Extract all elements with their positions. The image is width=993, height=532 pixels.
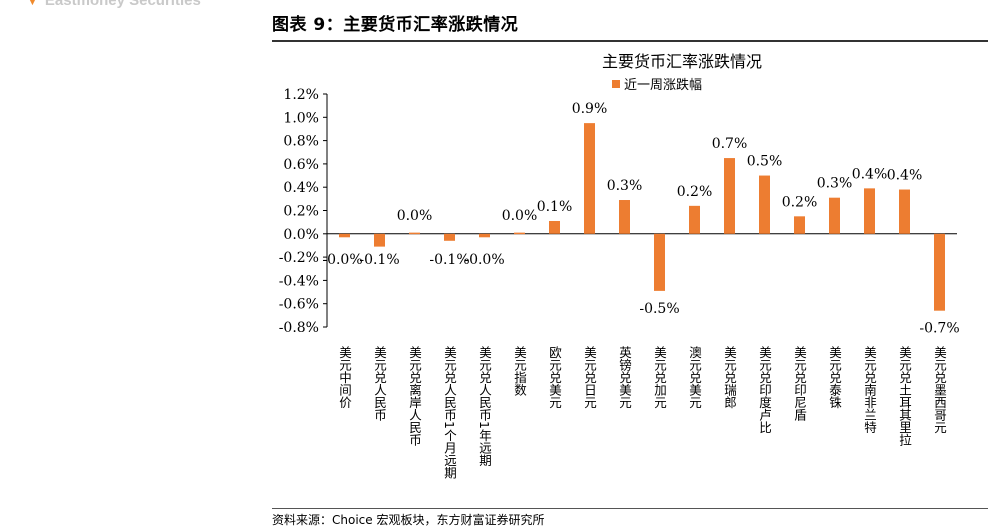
bar bbox=[444, 233, 455, 241]
bar bbox=[514, 232, 525, 235]
category-label: 欧元兑美元 bbox=[547, 346, 562, 409]
bar bbox=[619, 200, 630, 234]
data-label: -0.7% bbox=[919, 321, 959, 337]
brand-name: Eastmoney Securities bbox=[44, 0, 201, 9]
category-label: 美元兑墨西哥元 bbox=[932, 346, 947, 434]
bar bbox=[759, 175, 770, 234]
y-tick-label: 0.6% bbox=[283, 157, 319, 173]
y-tick-label: -0.6% bbox=[279, 297, 319, 313]
bar bbox=[899, 189, 910, 234]
data-label: -0.0% bbox=[464, 252, 504, 268]
title-rule bbox=[272, 40, 988, 42]
category-label: 美元兑人民币1个月远期 bbox=[442, 346, 457, 479]
data-label: 0.2% bbox=[677, 184, 713, 200]
bar bbox=[479, 233, 490, 238]
category-label: 美元指数 bbox=[512, 346, 527, 397]
bar bbox=[409, 232, 420, 235]
bar bbox=[689, 205, 700, 234]
y-tick-label: -0.8% bbox=[279, 320, 319, 336]
category-label: 美元兑日元 bbox=[582, 346, 597, 409]
y-tick-label: 0.0% bbox=[283, 227, 319, 243]
brand-triangle-icon: ▼ bbox=[28, 0, 37, 7]
data-label: -0.0% bbox=[322, 252, 362, 268]
category-label: 澳元兑美元 bbox=[687, 346, 702, 409]
y-tick-label: -0.2% bbox=[279, 250, 319, 266]
legend-swatch bbox=[612, 80, 620, 88]
bar bbox=[374, 233, 385, 247]
legend-label: 近一周涨跌幅 bbox=[624, 77, 702, 93]
y-tick-label: 1.2% bbox=[283, 87, 319, 103]
footer-rule bbox=[272, 508, 988, 509]
data-label: 0.1% bbox=[537, 199, 573, 215]
data-label: -0.5% bbox=[639, 301, 679, 317]
category-label: 美元兑印尼盾 bbox=[792, 346, 807, 422]
category-label: 美元兑瑞郎 bbox=[722, 346, 737, 409]
y-tick-label: 0.8% bbox=[283, 134, 319, 150]
data-label: 0.3% bbox=[817, 176, 853, 192]
category-label: 美元兑印度卢比 bbox=[757, 346, 772, 434]
chart-title: 主要货币汇率涨跌情况 bbox=[602, 52, 762, 71]
data-label: 0.4% bbox=[887, 168, 923, 184]
data-label: 0.9% bbox=[572, 101, 608, 117]
data-label: 0.0% bbox=[502, 208, 538, 224]
bar bbox=[934, 233, 945, 311]
data-label: 0.3% bbox=[607, 178, 643, 194]
bar bbox=[864, 188, 875, 234]
bar bbox=[584, 123, 595, 234]
data-label: 0.0% bbox=[397, 208, 433, 224]
data-label: 0.5% bbox=[747, 154, 783, 170]
category-label: 美元兑人民币 bbox=[372, 346, 387, 421]
data-label: -0.1% bbox=[359, 252, 399, 268]
bar bbox=[549, 220, 560, 234]
source-note: 资料来源：Choice 宏观板块，东方财富证券研究所 bbox=[272, 513, 545, 527]
category-label: 美元兑土耳其里拉 bbox=[897, 346, 912, 447]
bar bbox=[794, 216, 805, 234]
category-label: 美元兑泰铢 bbox=[827, 346, 842, 409]
brand-logo-text: ▼ Eastmoney Securities bbox=[28, 0, 201, 9]
category-label: 美元兑加元 bbox=[652, 346, 667, 409]
data-label: 0.2% bbox=[782, 194, 818, 210]
y-tick-label: -0.4% bbox=[279, 273, 319, 289]
bar bbox=[339, 233, 350, 238]
y-tick-label: 0.4% bbox=[283, 180, 319, 196]
bar bbox=[724, 158, 735, 234]
bar bbox=[654, 233, 665, 291]
category-label: 美元兑南非兰特 bbox=[862, 346, 877, 434]
category-label: 美元中间价 bbox=[337, 346, 352, 409]
figure-title: 图表 9：主要货币汇率涨跌情况 bbox=[272, 15, 519, 35]
category-label: 美元兑人民币1年远期 bbox=[477, 346, 492, 467]
data-label: 0.7% bbox=[712, 136, 748, 152]
y-tick-label: 1.0% bbox=[283, 110, 319, 126]
data-label: -0.1% bbox=[429, 252, 469, 268]
category-label: 美元兑离岸人民币 bbox=[407, 346, 422, 446]
bar bbox=[829, 197, 840, 234]
data-label: 0.4% bbox=[852, 166, 888, 182]
category-label: 英镑兑美元 bbox=[617, 346, 632, 409]
y-tick-label: 0.2% bbox=[283, 204, 319, 220]
